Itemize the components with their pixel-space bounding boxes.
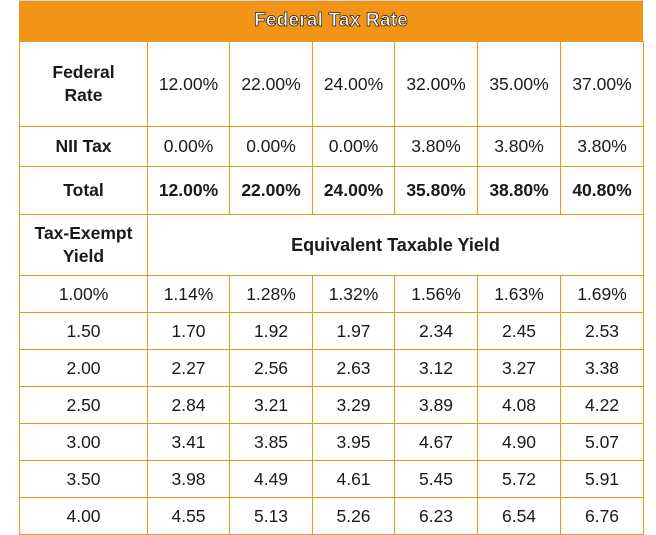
equivalent-yield-cell: 2.63 xyxy=(312,349,395,387)
equivalent-yield-cell: 3.21 xyxy=(229,386,313,424)
total-cell: 22.00% xyxy=(229,166,313,215)
table-row: 4.00 4.55 5.13 5.26 6.23 6.54 6.76 xyxy=(19,497,644,535)
tax-rate-table: Federal Rate 12.00% 22.00% 24.00% 32.00%… xyxy=(19,41,644,535)
equivalent-yield-cell: 1.63% xyxy=(477,275,561,313)
equivalent-taxable-yield-label: Equivalent Taxable Yield xyxy=(147,214,644,276)
equivalent-yield-cell: 2.84 xyxy=(147,386,230,424)
federal-rate-cell: 32.00% xyxy=(394,41,478,127)
federal-rate-row: Federal Rate 12.00% 22.00% 24.00% 32.00%… xyxy=(19,41,644,127)
tax-exempt-yield-cell: 2.00 xyxy=(19,349,148,387)
nii-tax-cell: 3.80% xyxy=(560,126,644,167)
equivalent-yield-cell: 3.12 xyxy=(394,349,478,387)
equivalent-yield-cell: 3.27 xyxy=(477,349,561,387)
equivalent-yield-cell: 4.55 xyxy=(147,497,230,535)
tax-exempt-yield-cell: 4.00 xyxy=(19,497,148,535)
tax-exempt-yield-cell: 1.00% xyxy=(19,275,148,313)
nii-tax-cell: 0.00% xyxy=(312,126,395,167)
nii-tax-cell: 0.00% xyxy=(229,126,313,167)
equivalent-yield-cell: 1.69% xyxy=(560,275,644,313)
equivalent-yield-cell: 2.53 xyxy=(560,312,644,350)
equivalent-yield-cell: 1.92 xyxy=(229,312,313,350)
federal-rate-cell: 35.00% xyxy=(477,41,561,127)
table-row: 2.50 2.84 3.21 3.29 3.89 4.08 4.22 xyxy=(19,386,644,424)
equivalent-yield-cell: 4.67 xyxy=(394,423,478,461)
equivalent-yield-cell: 2.45 xyxy=(477,312,561,350)
federal-rate-cell: 37.00% xyxy=(560,41,644,127)
equivalent-yield-cell: 5.07 xyxy=(560,423,644,461)
table-row: 3.00 3.41 3.85 3.95 4.67 4.90 5.07 xyxy=(19,423,644,461)
equivalent-yield-cell: 2.34 xyxy=(394,312,478,350)
nii-tax-cell: 0.00% xyxy=(147,126,230,167)
equivalent-yield-cell: 3.85 xyxy=(229,423,313,461)
equivalent-yield-cell: 6.54 xyxy=(477,497,561,535)
equivalent-yield-cell: 3.38 xyxy=(560,349,644,387)
total-cell: 40.80% xyxy=(560,166,644,215)
equivalent-yield-cell: 4.61 xyxy=(312,460,395,498)
table-row: 1.00% 1.14% 1.28% 1.32% 1.56% 1.63% 1.69… xyxy=(19,275,644,313)
tax-exempt-yield-cell: 3.00 xyxy=(19,423,148,461)
federal-rate-cell: 24.00% xyxy=(312,41,395,127)
total-cell: 35.80% xyxy=(394,166,478,215)
nii-tax-cell: 3.80% xyxy=(477,126,561,167)
equivalent-yield-cell: 1.56% xyxy=(394,275,478,313)
equivalent-yield-cell: 3.98 xyxy=(147,460,230,498)
table-title: Federal Tax Rate xyxy=(254,10,408,32)
equivalent-yield-cell: 5.26 xyxy=(312,497,395,535)
total-label: Total xyxy=(19,166,148,215)
equivalent-yield-cell: 3.89 xyxy=(394,386,478,424)
equivalent-yield-cell: 1.14% xyxy=(147,275,230,313)
total-cell: 38.80% xyxy=(477,166,561,215)
equivalent-yield-cell: 1.70 xyxy=(147,312,230,350)
equivalent-yield-cell: 4.22 xyxy=(560,386,644,424)
table-row: 2.00 2.27 2.56 2.63 3.12 3.27 3.38 xyxy=(19,349,644,387)
federal-rate-cell: 12.00% xyxy=(147,41,230,127)
equivalent-yield-cell: 2.27 xyxy=(147,349,230,387)
tax-exempt-yield-cell: 2.50 xyxy=(19,386,148,424)
total-cell: 24.00% xyxy=(312,166,395,215)
equivalent-yield-cell: 1.28% xyxy=(229,275,313,313)
nii-tax-label: NII Tax xyxy=(19,126,148,167)
table-row: 3.50 3.98 4.49 4.61 5.45 5.72 5.91 xyxy=(19,460,644,498)
equivalent-yield-cell: 6.76 xyxy=(560,497,644,535)
equivalent-yield-cell: 1.32% xyxy=(312,275,395,313)
table-header-bar: Federal Tax Rate xyxy=(19,0,643,41)
equivalent-yield-cell: 1.97 xyxy=(312,312,395,350)
tax-yield-table-container: Federal Tax Rate Federal Rate 12.00% 22.… xyxy=(19,0,644,535)
equivalent-yield-cell: 4.49 xyxy=(229,460,313,498)
equivalent-yield-cell: 4.08 xyxy=(477,386,561,424)
nii-tax-row: NII Tax 0.00% 0.00% 0.00% 3.80% 3.80% 3.… xyxy=(19,126,644,167)
equivalent-yield-cell: 3.29 xyxy=(312,386,395,424)
total-cell: 12.00% xyxy=(147,166,230,215)
tax-exempt-yield-cell: 1.50 xyxy=(19,312,148,350)
equivalent-yield-cell: 2.56 xyxy=(229,349,313,387)
equivalent-yield-cell: 5.91 xyxy=(560,460,644,498)
equivalent-yield-cell: 6.23 xyxy=(394,497,478,535)
nii-tax-cell: 3.80% xyxy=(394,126,478,167)
federal-rate-cell: 22.00% xyxy=(229,41,313,127)
equivalent-yield-cell: 3.95 xyxy=(312,423,395,461)
yield-header-row: Tax-Exempt Yield Equivalent Taxable Yiel… xyxy=(19,214,644,276)
tax-exempt-yield-label: Tax-Exempt Yield xyxy=(19,214,148,276)
equivalent-yield-cell: 3.41 xyxy=(147,423,230,461)
equivalent-yield-cell: 4.90 xyxy=(477,423,561,461)
equivalent-yield-cell: 5.45 xyxy=(394,460,478,498)
federal-rate-label: Federal Rate xyxy=(19,41,148,127)
table-row: 1.50 1.70 1.92 1.97 2.34 2.45 2.53 xyxy=(19,312,644,350)
total-row: Total 12.00% 22.00% 24.00% 35.80% 38.80%… xyxy=(19,166,644,215)
equivalent-yield-cell: 5.13 xyxy=(229,497,313,535)
tax-exempt-yield-cell: 3.50 xyxy=(19,460,148,498)
equivalent-yield-cell: 5.72 xyxy=(477,460,561,498)
